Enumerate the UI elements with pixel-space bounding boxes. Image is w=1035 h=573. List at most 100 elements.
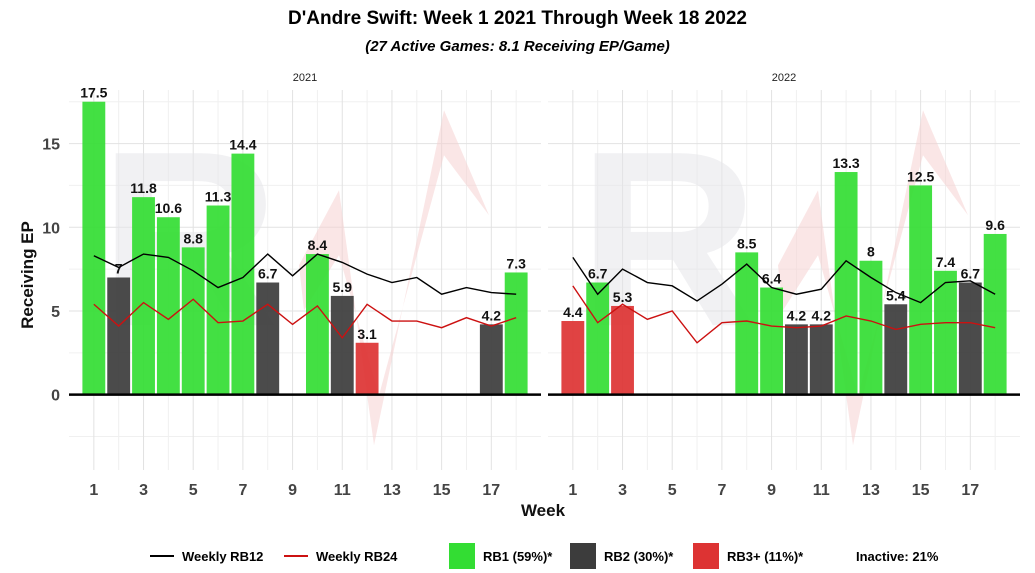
- x-tick-label: 9: [767, 482, 776, 499]
- x-axis-label: Week: [521, 501, 566, 520]
- legend-swatch-rb24: [284, 555, 308, 557]
- bar-week-13: [859, 260, 883, 395]
- bar-week-12: [355, 342, 379, 395]
- data-label: 5.9: [333, 279, 353, 295]
- bar-week-14: [884, 304, 908, 395]
- bar-week-10: [784, 324, 808, 395]
- legend-label-rb2: RB2 (30%)*: [604, 548, 674, 564]
- bar-week-1: [561, 321, 585, 395]
- legend-item-rb3: RB3+ (11%)*: [693, 542, 803, 570]
- x-tick-label: 11: [334, 482, 351, 499]
- legend-item-rb2: RB2 (30%)*: [570, 542, 673, 570]
- data-label: 11.3: [205, 189, 232, 205]
- data-label: 8.4: [308, 237, 328, 253]
- data-label: 13.3: [832, 155, 859, 171]
- x-tick-label: 13: [383, 482, 401, 499]
- x-tick-label: 13: [862, 482, 880, 499]
- rb24-line: [93, 298, 517, 339]
- chart-legend: Weekly RB12 Weekly RB24 RB1 (59%)* RB2 (…: [0, 542, 1035, 570]
- legend-label-rb3: RB3+ (11%)*: [727, 548, 804, 564]
- x-tick-label: 3: [618, 482, 627, 499]
- data-label: 4.4: [563, 304, 583, 320]
- data-label: 4.2: [482, 307, 502, 323]
- legend-label-rb1: RB1 (59%)*: [483, 548, 553, 564]
- data-label: 7.4: [936, 254, 956, 270]
- data-label: 8: [867, 244, 875, 260]
- data-label: 6.7: [258, 266, 278, 282]
- bar-week-11: [330, 295, 354, 395]
- bar-week-2: [107, 277, 131, 395]
- facet-label: 2021: [293, 72, 317, 84]
- panel-2021: 2021R17.5711.810.68.811.314.46.78.45.93.…: [69, 72, 541, 499]
- data-label: 7: [115, 260, 123, 276]
- data-label: 4.2: [787, 307, 807, 323]
- x-tick-label: 5: [668, 482, 677, 499]
- data-label: 11.8: [130, 180, 157, 196]
- rb12-line: [93, 253, 517, 295]
- data-label: 9.6: [985, 217, 1005, 233]
- rb24-line: [572, 285, 996, 344]
- y-tick-label: 15: [42, 137, 60, 154]
- bar-week-6: [206, 205, 230, 395]
- bar-week-10: [305, 254, 329, 395]
- bar-week-7: [231, 153, 255, 395]
- data-label: 5.3: [613, 289, 633, 305]
- data-label: 7.3: [506, 255, 526, 271]
- bar-week-3: [132, 197, 155, 395]
- data-label: 17.5: [80, 85, 107, 101]
- data-label: 12.5: [907, 168, 934, 184]
- chart-subtitle: (27 Active Games: 8.1 Receiving EP/Game): [365, 38, 670, 55]
- bar-week-8: [735, 252, 759, 395]
- legend-swatch-rb2: [570, 543, 596, 569]
- x-tick-label: 9: [288, 482, 297, 499]
- bar-week-18: [504, 272, 528, 395]
- x-tick-label: 15: [433, 482, 451, 499]
- y-tick-label: 10: [42, 220, 60, 237]
- x-tick-label: 17: [482, 482, 500, 499]
- x-tick-label: 5: [189, 482, 198, 499]
- y-axis-label: Receiving EP: [18, 221, 37, 329]
- bar-week-12: [834, 172, 858, 395]
- data-label: 4.2: [812, 307, 832, 323]
- data-label: 6.7: [961, 266, 981, 282]
- y-tick-label: 0: [51, 388, 60, 405]
- x-tick-label: 1: [568, 482, 577, 499]
- bar-week-3: [611, 305, 634, 395]
- legend-item-rb24: Weekly RB24: [284, 542, 397, 570]
- legend-label-inactive: Inactive: 21%: [856, 548, 939, 564]
- bar-week-2: [586, 282, 610, 395]
- x-tick-label: 3: [139, 482, 148, 499]
- legend-swatch-rb3: [693, 543, 719, 569]
- facet-label: 2022: [772, 72, 796, 84]
- data-label: 10.6: [155, 200, 182, 216]
- bar-week-8: [256, 282, 280, 395]
- bar-week-18: [983, 233, 1007, 395]
- legend-item-rb1: RB1 (59%)*: [449, 542, 552, 570]
- x-tick-label: 7: [717, 482, 726, 499]
- legend-swatch-rb12: [150, 555, 174, 557]
- y-tick-label: 5: [51, 304, 60, 321]
- data-label: 5.4: [886, 287, 906, 303]
- data-label: 3.1: [357, 326, 377, 342]
- data-label: 8.5: [737, 235, 757, 251]
- bar-week-4: [156, 217, 180, 395]
- data-label: 8.8: [183, 230, 203, 246]
- data-label: 6.4: [762, 271, 782, 287]
- bar-week-15: [909, 185, 933, 395]
- bar-week-17: [479, 324, 503, 395]
- bar-week-5: [181, 247, 205, 395]
- rb12-line: [572, 257, 996, 304]
- receiving-ep-chart: 2021R17.5711.810.68.811.314.46.78.45.93.…: [18, 72, 1020, 520]
- bar-week-16: [934, 270, 957, 395]
- data-label: 14.4: [229, 137, 256, 153]
- x-tick-label: 1: [89, 482, 98, 499]
- legend-label-rb24: Weekly RB24: [316, 548, 398, 564]
- legend-item-rb12: Weekly RB12: [150, 542, 263, 570]
- bar-week-17: [958, 282, 982, 395]
- legend-swatch-rb1: [449, 543, 475, 569]
- bar-week-11: [809, 324, 833, 395]
- bar-week-1: [82, 101, 106, 395]
- x-tick-label: 11: [813, 482, 830, 499]
- legend-label-rb12: Weekly RB12: [182, 548, 264, 564]
